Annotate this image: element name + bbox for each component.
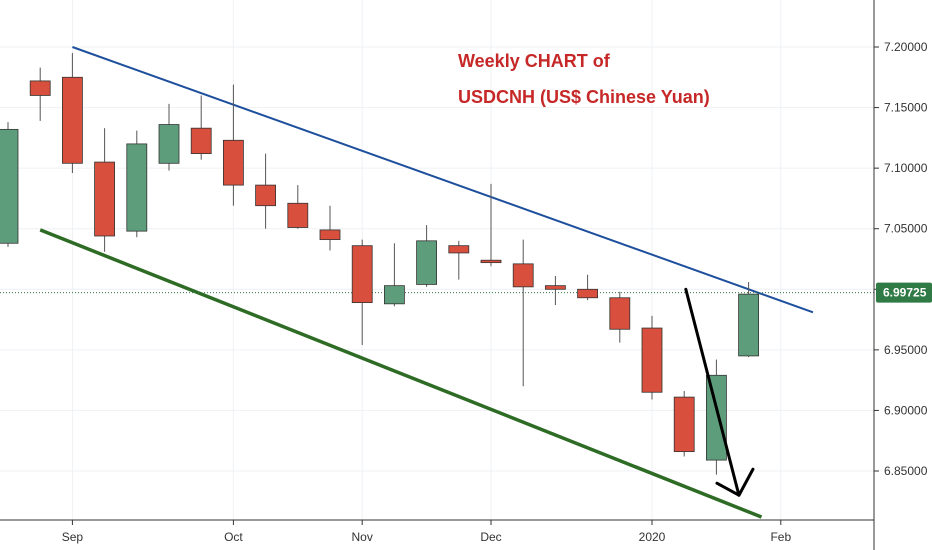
candle-body — [0, 128, 19, 244]
candle-down — [351, 239, 373, 346]
candle-up — [0, 122, 19, 247]
candle-body — [609, 297, 631, 330]
candle-down — [512, 239, 534, 387]
candle-down — [94, 128, 115, 252]
last-price-label: 6.99725 — [883, 286, 927, 300]
y-tick-label: 7.10000 — [884, 161, 928, 175]
candle-down — [29, 67, 51, 121]
candle-body — [673, 396, 695, 453]
candle-down — [545, 275, 566, 306]
candle-down — [287, 185, 309, 229]
candle-down — [448, 240, 470, 280]
candle-up — [126, 130, 148, 238]
last-price-badge-bg — [876, 282, 932, 303]
candle-down — [480, 183, 502, 267]
candle-body — [641, 327, 663, 393]
chart-title-line-2: USDCNH (US$ Chinese Yuan) — [458, 87, 710, 107]
candle-up — [416, 225, 438, 287]
arrow-shaft — [684, 287, 741, 497]
candle-up — [706, 359, 727, 475]
candle-down — [62, 53, 83, 173]
candle-body — [319, 229, 341, 241]
candle-down — [609, 291, 631, 343]
candle-down — [255, 153, 277, 229]
candle-body — [738, 293, 759, 357]
candle-body — [287, 202, 309, 228]
candle-body — [383, 285, 405, 305]
candle-body — [255, 184, 277, 207]
candle-body — [512, 263, 534, 288]
candle-up — [383, 243, 405, 307]
candle-body — [480, 259, 502, 264]
y-axis-ticks: 6.850006.900006.950007.000007.050007.100… — [874, 40, 928, 478]
candle-up — [158, 103, 180, 171]
candle-body — [126, 143, 148, 232]
x-tick-label: 2020 — [639, 530, 666, 544]
y-tick-label: 6.85000 — [884, 464, 928, 478]
candle-down — [222, 84, 244, 206]
candle-down — [319, 205, 341, 251]
x-tick-label: Oct — [224, 530, 243, 544]
candle-body — [62, 76, 83, 164]
candle-body — [577, 288, 598, 299]
x-tick-label: Dec — [480, 530, 501, 544]
chart-title-line-1: Weekly CHART of — [458, 51, 611, 71]
candle-body — [706, 374, 727, 461]
candle-down — [673, 391, 695, 457]
x-axis-ticks: Sep Oct Nov Dec 2020 Feb — [62, 520, 791, 544]
candle-body — [351, 245, 373, 304]
candle-down — [190, 95, 212, 160]
y-tick-label: 7.15000 — [884, 101, 928, 115]
candle-body — [190, 127, 212, 155]
y-tick-label: 7.05000 — [884, 222, 928, 236]
y-tick-label: 6.95000 — [884, 343, 928, 357]
candle-down — [641, 315, 663, 400]
projection-arrow — [684, 287, 755, 497]
candles — [0, 53, 759, 475]
candle-body — [29, 80, 51, 96]
arrow-head — [715, 467, 755, 497]
candle-body — [222, 139, 244, 186]
x-tick-label: Sep — [62, 530, 84, 544]
candle-body — [448, 245, 470, 254]
y-tick-label: 7.20000 — [884, 40, 928, 54]
last-price-badge: 6.99725 — [876, 282, 932, 303]
trendline-lower — [39, 228, 763, 519]
x-tick-label: Feb — [770, 530, 791, 544]
candle-down — [577, 274, 598, 301]
trendlines — [39, 46, 814, 519]
candle-body — [94, 161, 115, 237]
y-tick-label: 6.90000 — [884, 403, 928, 417]
candle-up — [738, 282, 759, 358]
trendline-upper — [72, 46, 814, 314]
x-tick-label: Nov — [352, 530, 373, 544]
candle-body — [158, 124, 180, 164]
candle-body — [416, 240, 438, 285]
candle-body — [545, 285, 566, 290]
